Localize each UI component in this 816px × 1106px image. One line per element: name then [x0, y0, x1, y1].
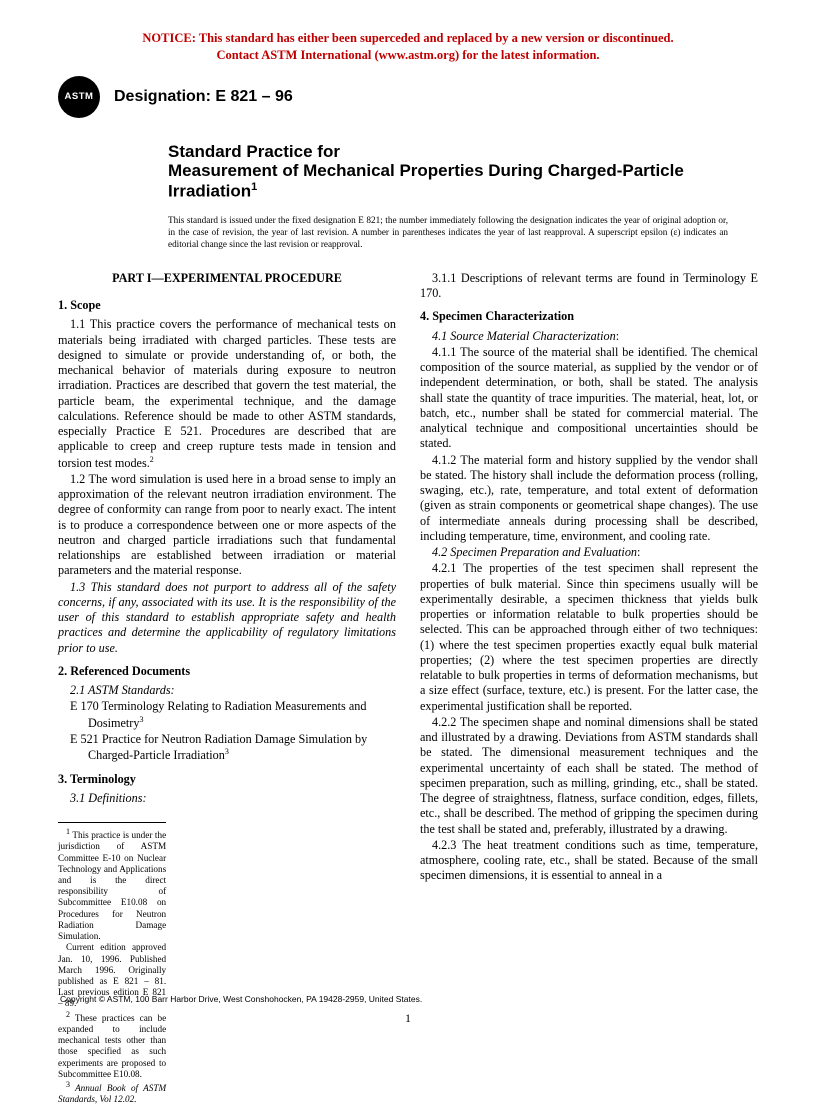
- para-4-1-1: 4.1.1 The source of the material shall b…: [420, 345, 758, 452]
- issuance-note: This standard is issued under the fixed …: [168, 215, 728, 251]
- notice-banner: NOTICE: This standard has either been su…: [58, 30, 758, 64]
- para-3-1: 3.1 Definitions:: [58, 791, 396, 806]
- page: NOTICE: This standard has either been su…: [0, 0, 816, 1056]
- fnref-3a: 3: [139, 715, 143, 724]
- header-row: ASTM Designation: E 821 – 96: [58, 76, 758, 118]
- astm-logo-text: ASTM: [65, 92, 94, 102]
- title-line-2: Measurement of Mechanical Properties Dur…: [168, 161, 758, 201]
- title-block: Standard Practice for Measurement of Mec…: [168, 142, 758, 201]
- footnote-3: 3 Annual Book of ASTM Standards, Vol 12.…: [58, 1080, 166, 1106]
- footnotes: 1 This practice is under the jurisdictio…: [58, 822, 166, 1105]
- body-columns: PART I—EXPERIMENTAL PROCEDURE 1. Scope 1…: [58, 271, 758, 1106]
- ref-e170: E 170 Terminology Relating to Radiation …: [58, 699, 396, 731]
- page-number: 1: [0, 1011, 816, 1026]
- part-heading: PART I—EXPERIMENTAL PROCEDURE: [58, 271, 396, 286]
- footnote-1: 1 This practice is under the jurisdictio…: [58, 827, 166, 942]
- para-1-2: 1.2 The word simulation is used here in …: [58, 472, 396, 579]
- title-line-1: Standard Practice for: [168, 142, 758, 162]
- para-4-2-2: 4.2.2 The specimen shape and nominal dim…: [420, 715, 758, 837]
- scope-heading: 1. Scope: [58, 298, 396, 313]
- title-footnote-ref: 1: [251, 181, 257, 193]
- para-4-1-2: 4.1.2 The material form and history supp…: [420, 453, 758, 545]
- para-4-2-3: 4.2.3 The heat treatment conditions such…: [420, 838, 758, 884]
- referenced-heading: 2. Referenced Documents: [58, 664, 396, 679]
- column-right: 3.1.1 Descriptions of relevant terms are…: [420, 271, 758, 1106]
- para-4-2: 4.2 Specimen Preparation and Evaluation:: [420, 545, 758, 560]
- fnref-3b: 3: [225, 747, 229, 756]
- fnref-2: 2: [150, 455, 154, 464]
- para-1-1: 1.1 This practice covers the performance…: [58, 317, 396, 471]
- copyright: Copyright © ASTM, 100 Barr Harbor Drive,…: [60, 994, 422, 1004]
- para-4-1: 4.1 Source Material Characterization:: [420, 329, 758, 344]
- para-2-1: 2.1 ASTM Standards:: [58, 683, 396, 698]
- terminology-heading: 3. Terminology: [58, 772, 396, 787]
- para-1-3: 1.3 This standard does not purport to ad…: [58, 580, 396, 656]
- astm-logo-icon: ASTM: [58, 76, 100, 118]
- column-left: PART I—EXPERIMENTAL PROCEDURE 1. Scope 1…: [58, 271, 396, 1106]
- notice-line-2: Contact ASTM International (www.astm.org…: [216, 48, 599, 62]
- para-4-2-1: 4.2.1 The properties of the test specime…: [420, 561, 758, 714]
- notice-line-1: NOTICE: This standard has either been su…: [142, 31, 673, 45]
- specimen-heading: 4. Specimen Characterization: [420, 309, 758, 324]
- ref-e521: E 521 Practice for Neutron Radiation Dam…: [58, 732, 396, 764]
- designation: Designation: E 821 – 96: [114, 88, 293, 106]
- para-3-1-1: 3.1.1 Descriptions of relevant terms are…: [420, 271, 758, 302]
